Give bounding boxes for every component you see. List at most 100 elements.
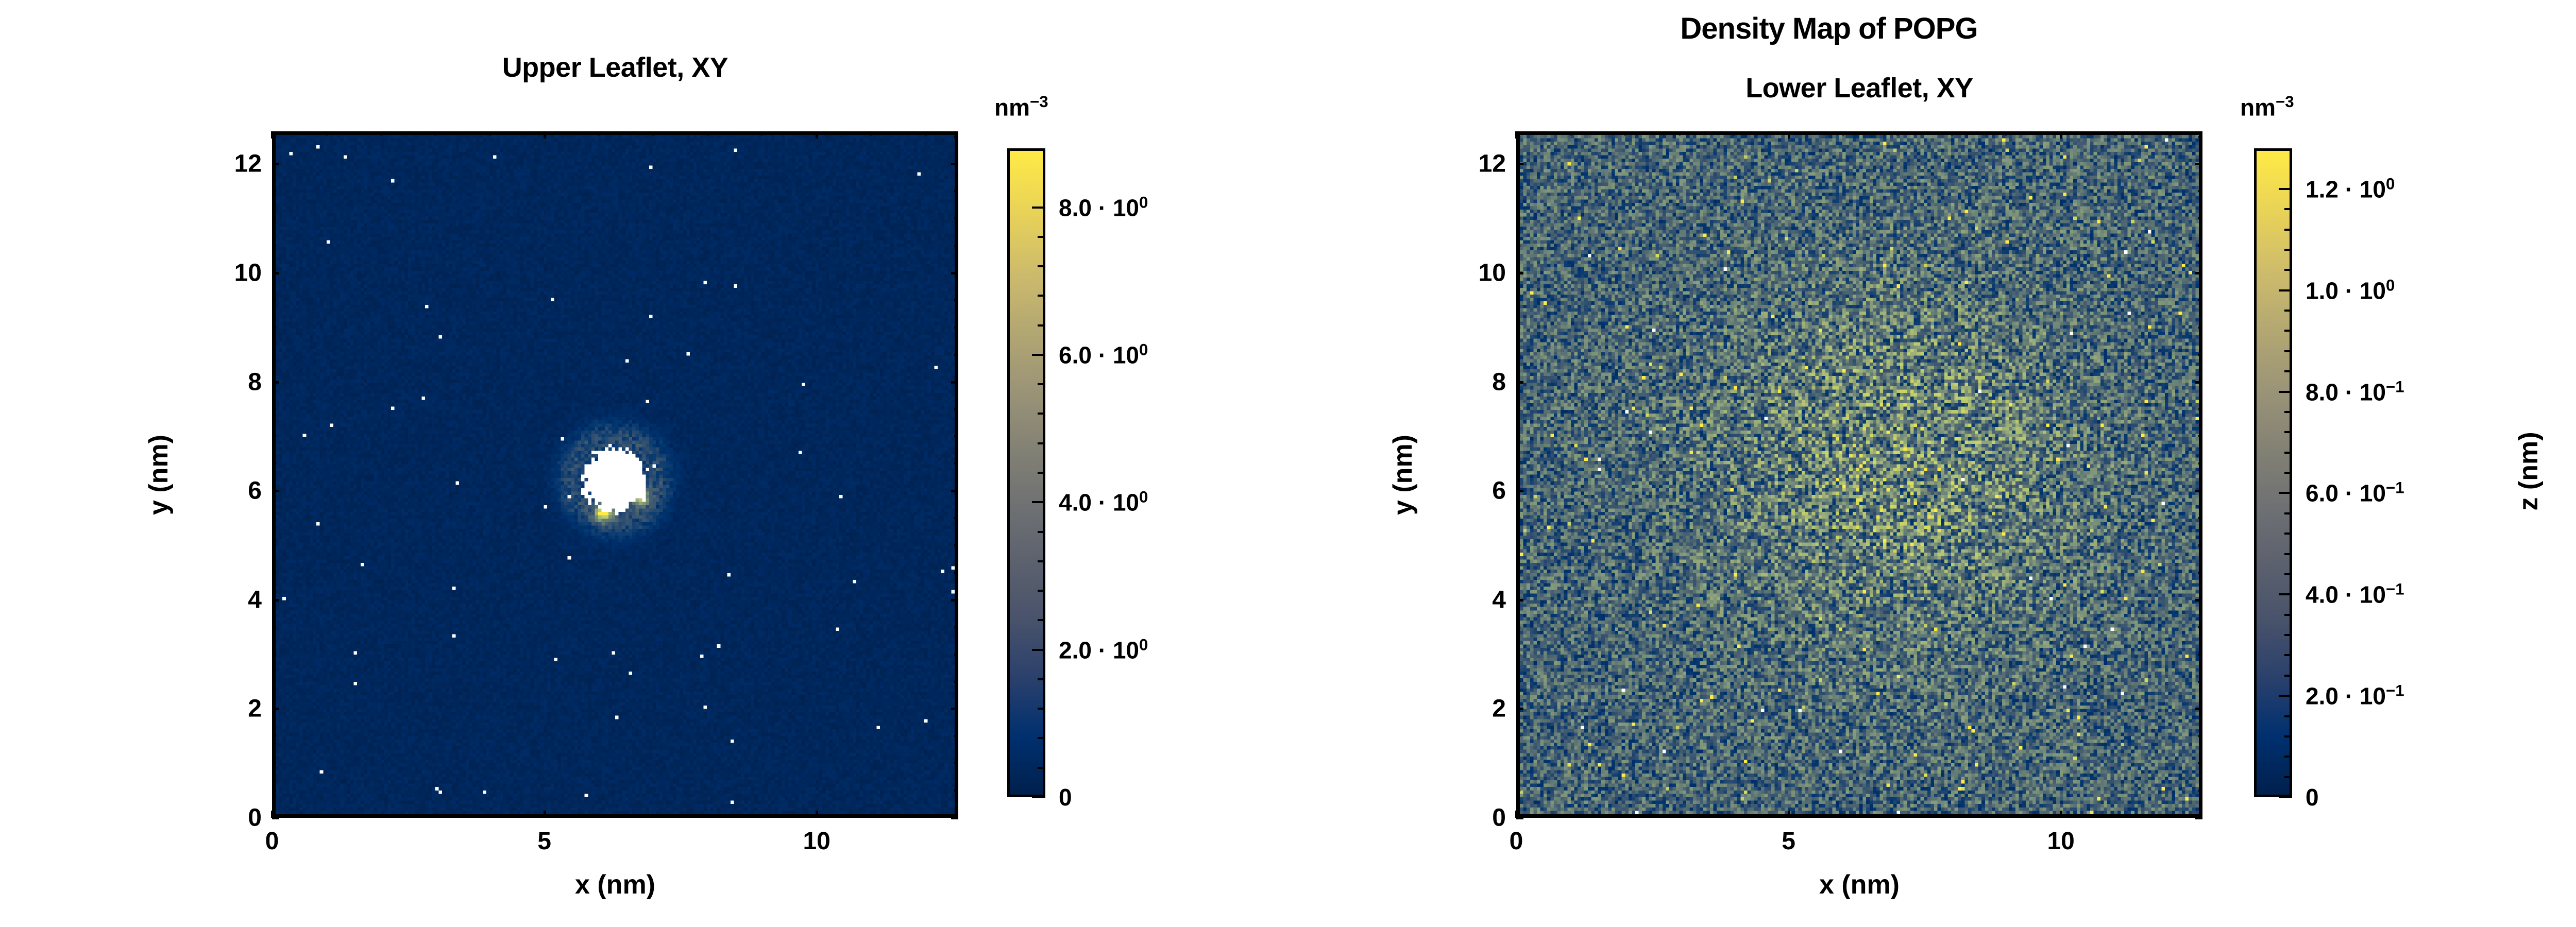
colorbar-minortick bbox=[1038, 560, 1045, 562]
colorbar-minortick bbox=[1038, 530, 1045, 533]
axis-minortick-x bbox=[271, 814, 273, 818]
axis-minortick-y bbox=[954, 353, 958, 356]
colorbar-minortick bbox=[2284, 472, 2292, 474]
axis-minortick-y bbox=[1516, 299, 1520, 301]
axis-minortick-y bbox=[1516, 517, 1520, 520]
axis-minortick-y bbox=[954, 299, 958, 301]
axis-minortick-y bbox=[2198, 135, 2202, 138]
axis-minortick-y bbox=[2198, 299, 2202, 301]
colorbar-minortick bbox=[2284, 654, 2292, 657]
axis-minortick-y bbox=[1516, 571, 1520, 574]
axis-minortick-y bbox=[954, 680, 958, 683]
colorbar-minortick bbox=[2284, 289, 2292, 291]
axis-minortick-y bbox=[1516, 789, 1520, 792]
axis-minortick-y bbox=[954, 571, 958, 574]
axis-minortick-x bbox=[2060, 131, 2062, 135]
axis-ticklabel-y: 2 bbox=[1492, 695, 1506, 723]
axis-minortick-y bbox=[954, 135, 958, 138]
colorbar-minortick bbox=[2284, 228, 2292, 231]
axis-minortick-x bbox=[1896, 814, 1899, 818]
plot-area-lower-leaflet[interactable] bbox=[1516, 131, 2202, 818]
axis-minortick-y bbox=[2198, 272, 2202, 274]
axis-minortick-y bbox=[2198, 626, 2202, 628]
axis-minortick-y bbox=[1516, 680, 1520, 683]
colorbar-ticklabel: 6.0 · 100 bbox=[1059, 340, 1148, 369]
axis-minortick-x bbox=[1679, 814, 1681, 818]
colorbar-minortick bbox=[1038, 472, 1045, 474]
colorbar-minortick bbox=[2284, 674, 2292, 677]
axis-minortick-y bbox=[2198, 245, 2202, 247]
axis-minortick-y bbox=[954, 435, 958, 438]
axis-ticklabel-x: 0 bbox=[265, 828, 279, 855]
axis-minortick-x bbox=[816, 814, 818, 818]
colorbar-minortick bbox=[2284, 553, 2292, 555]
axis-minortick-x bbox=[2168, 814, 2171, 818]
axis-minortick-x bbox=[652, 131, 654, 135]
axis-minortick-x bbox=[1951, 814, 1953, 818]
axis-minortick-x bbox=[1515, 814, 1517, 818]
colorbar-minortick bbox=[1038, 235, 1045, 238]
axis-ticklabel-x: 0 bbox=[1509, 828, 1523, 855]
colorbar-minortick bbox=[1038, 619, 1045, 622]
colorbar-minortick bbox=[2284, 796, 2292, 798]
axis-minortick-x bbox=[434, 814, 437, 818]
axis-minortick-x bbox=[1515, 131, 1517, 135]
colorbar-minortick bbox=[2284, 390, 2292, 393]
axis-ticklabel-y: 0 bbox=[248, 804, 262, 832]
axis-minortick-y bbox=[954, 190, 958, 193]
colorbar-minortick bbox=[2284, 187, 2292, 190]
axis-minortick-y bbox=[272, 299, 276, 301]
colorbar-minortick bbox=[2284, 208, 2292, 211]
axis-minortick-y bbox=[954, 245, 958, 247]
panel-title-lower-leaflet: Lower Leaflet, XY bbox=[1745, 73, 1973, 104]
axis-minortick-y bbox=[1516, 353, 1520, 356]
axis-minortick-y bbox=[272, 598, 276, 601]
axis-minortick-y bbox=[954, 708, 958, 710]
axis-minortick-x bbox=[598, 131, 600, 135]
axis-minortick-x bbox=[1624, 814, 1626, 818]
colorbar-minortick bbox=[1038, 206, 1045, 209]
axis-minortick-x bbox=[1733, 814, 1735, 818]
colorbar-minortick bbox=[1038, 413, 1045, 415]
colorbar-ticklabel: 1.0 · 100 bbox=[2306, 276, 2395, 304]
axis-minortick-y bbox=[954, 735, 958, 737]
axis-minortick-y bbox=[272, 490, 276, 492]
colorbar-minortick bbox=[2284, 512, 2292, 514]
axis-minortick-y bbox=[1516, 408, 1520, 410]
axis-minortick-y bbox=[954, 544, 958, 547]
colorbar-minortick bbox=[1038, 353, 1045, 356]
axis-ticklabel-x: 10 bbox=[2047, 828, 2075, 855]
axis-minortick-y bbox=[2198, 353, 2202, 356]
axis-minortick-x bbox=[325, 814, 328, 818]
axis-minortick-x bbox=[1624, 131, 1626, 135]
axis-minortick-x bbox=[1679, 131, 1681, 135]
axis-minortick-y bbox=[954, 789, 958, 792]
axis-ticklabel-y: 8 bbox=[248, 368, 262, 396]
axis-minortick-x bbox=[325, 131, 328, 135]
axis-minortick-y bbox=[1516, 163, 1520, 165]
axis-ticklabel-y: 12 bbox=[234, 150, 262, 178]
colorbar-ticklabel: 2.0 · 10−1 bbox=[2306, 681, 2404, 710]
axis-minortick-y bbox=[1516, 245, 1520, 247]
axis-ticklabel-y: 4 bbox=[1492, 586, 1506, 614]
plot-area-upper-leaflet[interactable] bbox=[272, 131, 958, 818]
axis-minortick-y bbox=[272, 435, 276, 438]
colorbar-minortick bbox=[1038, 708, 1045, 710]
axis-minortick-y bbox=[272, 462, 276, 465]
colorbar-minortick bbox=[2284, 593, 2292, 596]
colorbar-minortick bbox=[1038, 678, 1045, 680]
axis-minortick-x bbox=[380, 814, 382, 818]
axis-minortick-x bbox=[1896, 131, 1899, 135]
axis-minortick-y bbox=[2198, 571, 2202, 574]
axis-minortick-x bbox=[488, 814, 491, 818]
axis-ticklabel-x: 5 bbox=[537, 828, 551, 855]
axis-minortick-y bbox=[1516, 735, 1520, 737]
axis-minortick-x bbox=[924, 131, 927, 135]
axis-ticklabel-y: 8 bbox=[1492, 368, 1506, 396]
axis-minortick-x bbox=[2060, 814, 2062, 818]
axis-minortick-x bbox=[761, 131, 764, 135]
axis-minortick-x bbox=[816, 131, 818, 135]
axis-minortick-y bbox=[2198, 789, 2202, 792]
axis-minortick-y bbox=[1516, 762, 1520, 765]
axis-minortick-x bbox=[2114, 131, 2116, 135]
